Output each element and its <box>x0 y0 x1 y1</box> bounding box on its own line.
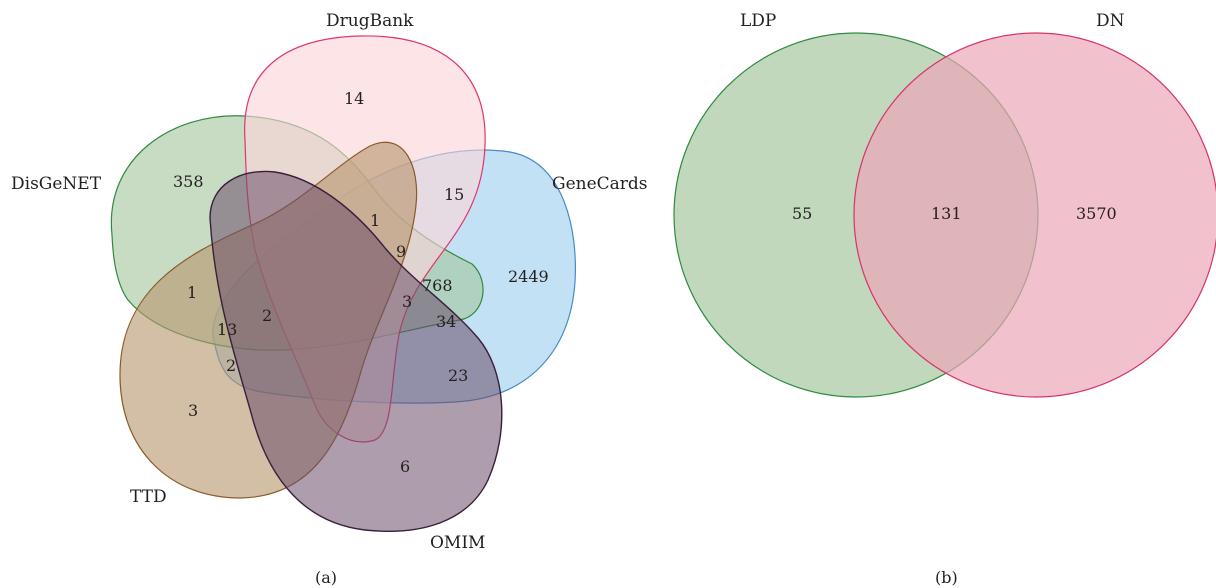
count-disgenet-only: 358 <box>173 172 204 191</box>
count-disgenet-drugbank-genecards: 1 <box>370 211 380 230</box>
set-label-ttd: TTD <box>130 487 167 507</box>
set-label-genecards: GeneCards <box>552 174 648 194</box>
count-genecards-only: 2449 <box>508 267 549 286</box>
count-ldp-only: 55 <box>792 204 812 223</box>
omim-region <box>209 170 503 533</box>
dn-circle <box>853 32 1216 398</box>
count-ttd-genecards: 2 <box>226 356 236 375</box>
count-drugbank-genecards: 15 <box>444 185 464 204</box>
count-dn-only: 3570 <box>1076 204 1117 223</box>
panel-a: DrugBank DisGeNET GeneCards TTD OMIM 14 … <box>11 11 648 587</box>
count-ttd-only: 3 <box>188 401 198 420</box>
count-drugbank-genecards-omim: 9 <box>396 242 406 261</box>
count-disgenet-genecards-omim: 34 <box>436 312 456 331</box>
count-ldp-dn-overlap: 131 <box>931 204 962 223</box>
count-genecards-omim: 23 <box>448 366 468 385</box>
count-disgenet-ttd-genecards: 13 <box>217 320 237 339</box>
caption-a: (a) <box>315 568 337 587</box>
set-label-omim: OMIM <box>430 533 485 553</box>
set-label-drugbank: DrugBank <box>326 11 414 31</box>
set-label-disgenet: DisGeNET <box>11 174 102 194</box>
set-label-ldp: LDP <box>740 11 776 31</box>
count-disgenet-ttd: 1 <box>187 283 197 302</box>
caption-b: (b) <box>935 568 958 587</box>
set-label-dn: DN <box>1096 11 1125 31</box>
panel-b: LDP DN 55 131 3570 (b) <box>673 11 1216 587</box>
count-drugbank-only: 14 <box>344 89 364 108</box>
count-omim-only: 6 <box>400 457 410 476</box>
count-four-set: 3 <box>402 292 412 311</box>
count-disgenet-genecards: 768 <box>422 276 453 295</box>
count-all-five: 2 <box>262 306 272 325</box>
